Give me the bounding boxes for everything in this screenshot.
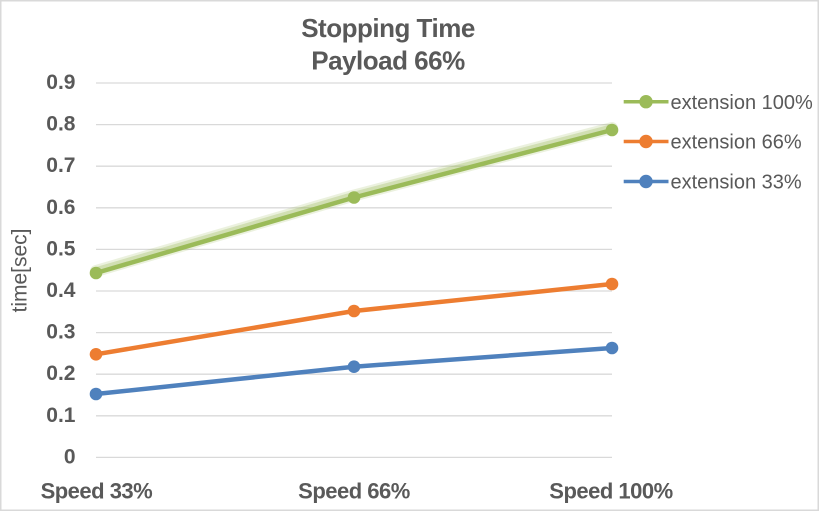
svg-text:0.9: 0.9 <box>46 71 75 94</box>
svg-text:0.2: 0.2 <box>46 362 75 385</box>
svg-text:0: 0 <box>64 445 76 468</box>
svg-text:0.8: 0.8 <box>46 113 76 136</box>
svg-text:extension 100%: extension 100% <box>671 92 814 114</box>
svg-text:0.3: 0.3 <box>46 321 75 344</box>
svg-text:Speed 100%: Speed 100% <box>549 478 672 503</box>
svg-text:0.6: 0.6 <box>46 196 75 219</box>
svg-text:extension 66%: extension 66% <box>671 132 802 154</box>
svg-text:Payload 66%: Payload 66% <box>311 46 465 76</box>
svg-text:time[sec]: time[sec] <box>9 228 32 312</box>
svg-text:0.4: 0.4 <box>46 279 76 302</box>
svg-text:extension 33%: extension 33% <box>671 172 802 194</box>
svg-text:0.7: 0.7 <box>46 154 75 177</box>
svg-text:0.1: 0.1 <box>46 404 76 427</box>
svg-text:Stopping Time: Stopping Time <box>301 13 475 43</box>
svg-text:0.5: 0.5 <box>46 237 76 260</box>
svg-text:Speed 66%: Speed 66% <box>298 478 410 503</box>
svg-text:Speed 33%: Speed 33% <box>41 478 153 503</box>
